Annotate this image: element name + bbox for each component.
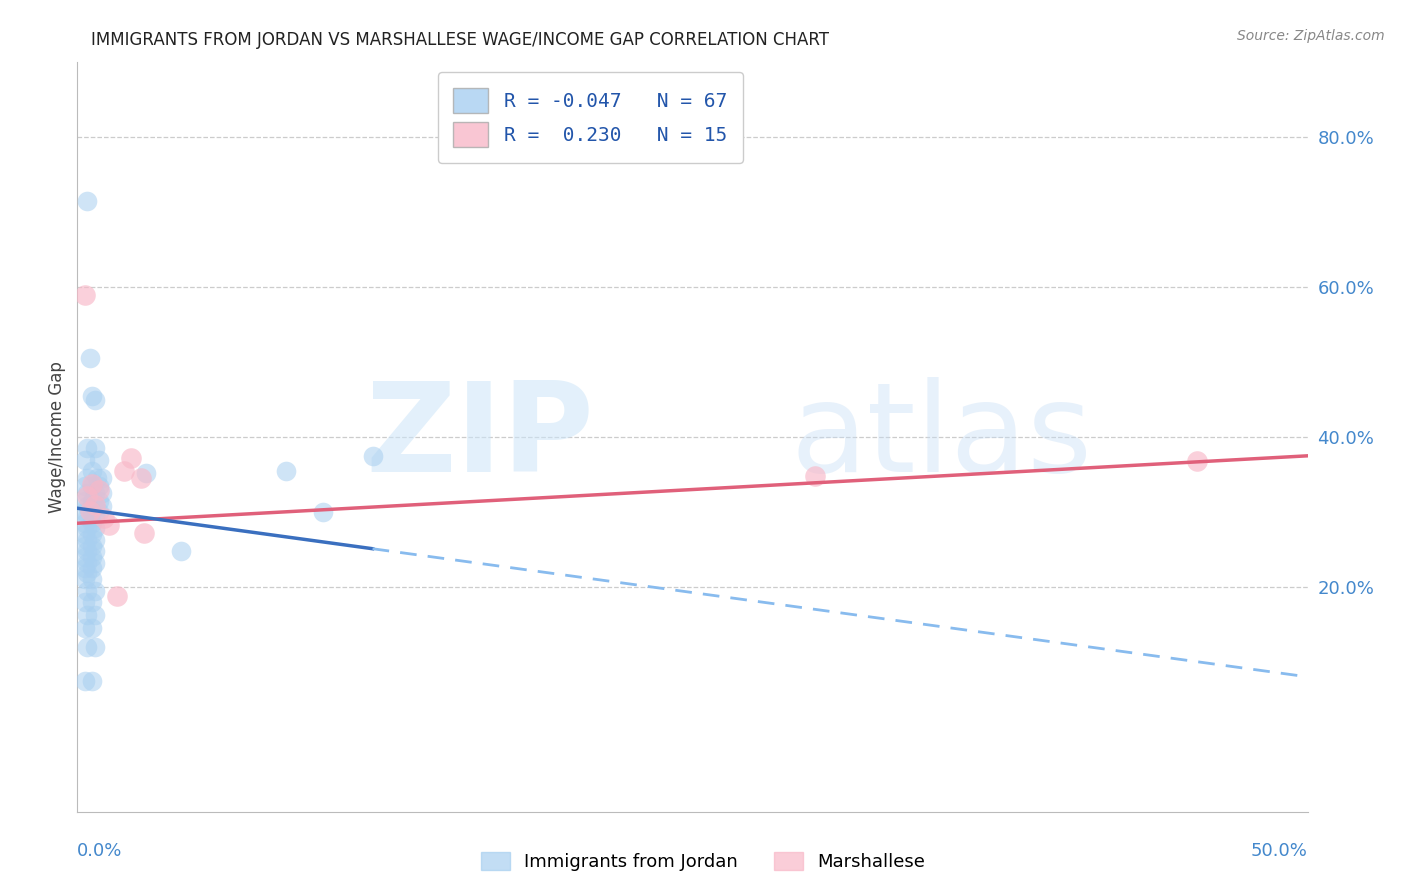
Point	[82, 549, 104, 564]
Point	[82, 539, 104, 553]
Point	[79, 503, 101, 517]
Text: ZIP: ZIP	[366, 376, 595, 498]
Point	[73, 516, 96, 531]
Point	[83, 442, 105, 456]
Point	[76, 566, 98, 581]
Point	[135, 466, 157, 480]
Point	[129, 471, 153, 485]
Point	[83, 392, 105, 407]
Point	[83, 608, 105, 623]
Point	[112, 464, 135, 478]
Point	[73, 287, 96, 301]
Point	[76, 442, 98, 456]
Point	[89, 452, 111, 467]
Point	[76, 640, 98, 654]
Point	[73, 621, 96, 635]
Point	[89, 483, 111, 497]
Point	[89, 493, 111, 508]
Point	[83, 486, 105, 500]
Point	[76, 544, 98, 558]
Point	[276, 464, 298, 478]
Point	[73, 479, 96, 493]
Point	[121, 451, 143, 466]
Point	[89, 479, 111, 493]
Point	[76, 533, 98, 547]
Point	[82, 479, 104, 493]
Point	[86, 471, 108, 485]
Point	[82, 505, 104, 519]
Point	[83, 533, 105, 547]
Text: IMMIGRANTS FROM JORDAN VS MARSHALLESE WAGE/INCOME GAP CORRELATION CHART: IMMIGRANTS FROM JORDAN VS MARSHALLESE WA…	[91, 31, 830, 49]
Point	[90, 486, 114, 500]
Point	[82, 389, 104, 403]
Legend: R = -0.047   N = 67, R =  0.230   N = 15: R = -0.047 N = 67, R = 0.230 N = 15	[437, 72, 742, 163]
Point	[76, 608, 98, 623]
Point	[82, 476, 104, 491]
Point	[90, 499, 114, 513]
Point	[76, 510, 98, 524]
Point	[83, 556, 105, 570]
Point	[82, 595, 104, 609]
Point	[83, 499, 105, 513]
Point	[73, 561, 96, 575]
Point	[105, 589, 128, 603]
Point	[361, 449, 384, 463]
Point	[73, 595, 96, 609]
Point	[132, 526, 155, 541]
Point	[82, 561, 104, 575]
Point	[90, 471, 114, 485]
Point	[73, 673, 96, 688]
Point	[73, 505, 96, 519]
Point	[93, 511, 115, 525]
Point	[73, 573, 96, 587]
Point	[804, 469, 827, 483]
Point	[73, 539, 96, 553]
Point	[76, 194, 98, 208]
Point	[82, 573, 104, 587]
Point	[82, 621, 104, 635]
Point	[73, 493, 96, 508]
Point	[89, 505, 111, 519]
Point	[76, 499, 98, 513]
Point	[82, 516, 104, 531]
Point	[98, 518, 121, 533]
Point	[312, 505, 335, 519]
Point	[83, 498, 105, 512]
Point	[73, 527, 96, 541]
Legend: Immigrants from Jordan, Marshallese: Immigrants from Jordan, Marshallese	[474, 845, 932, 879]
Point	[83, 583, 105, 598]
Point	[73, 452, 96, 467]
Text: 0.0%: 0.0%	[77, 842, 122, 860]
Text: 50.0%: 50.0%	[1251, 842, 1308, 860]
Text: Source: ZipAtlas.com: Source: ZipAtlas.com	[1237, 29, 1385, 43]
Point	[76, 521, 98, 535]
Point	[79, 351, 101, 366]
Point	[76, 486, 98, 500]
Y-axis label: Wage/Income Gap: Wage/Income Gap	[48, 361, 66, 513]
Point	[83, 544, 105, 558]
Point	[82, 464, 104, 478]
Point	[1185, 454, 1208, 468]
Point	[76, 489, 98, 503]
Point	[76, 556, 98, 570]
Point	[83, 510, 105, 524]
Point	[76, 471, 98, 485]
Point	[73, 549, 96, 564]
Point	[82, 673, 104, 688]
Point	[170, 544, 193, 558]
Point	[83, 521, 105, 535]
Point	[76, 583, 98, 598]
Point	[82, 493, 104, 508]
Text: atlas: atlas	[792, 376, 1092, 498]
Point	[83, 640, 105, 654]
Point	[82, 527, 104, 541]
